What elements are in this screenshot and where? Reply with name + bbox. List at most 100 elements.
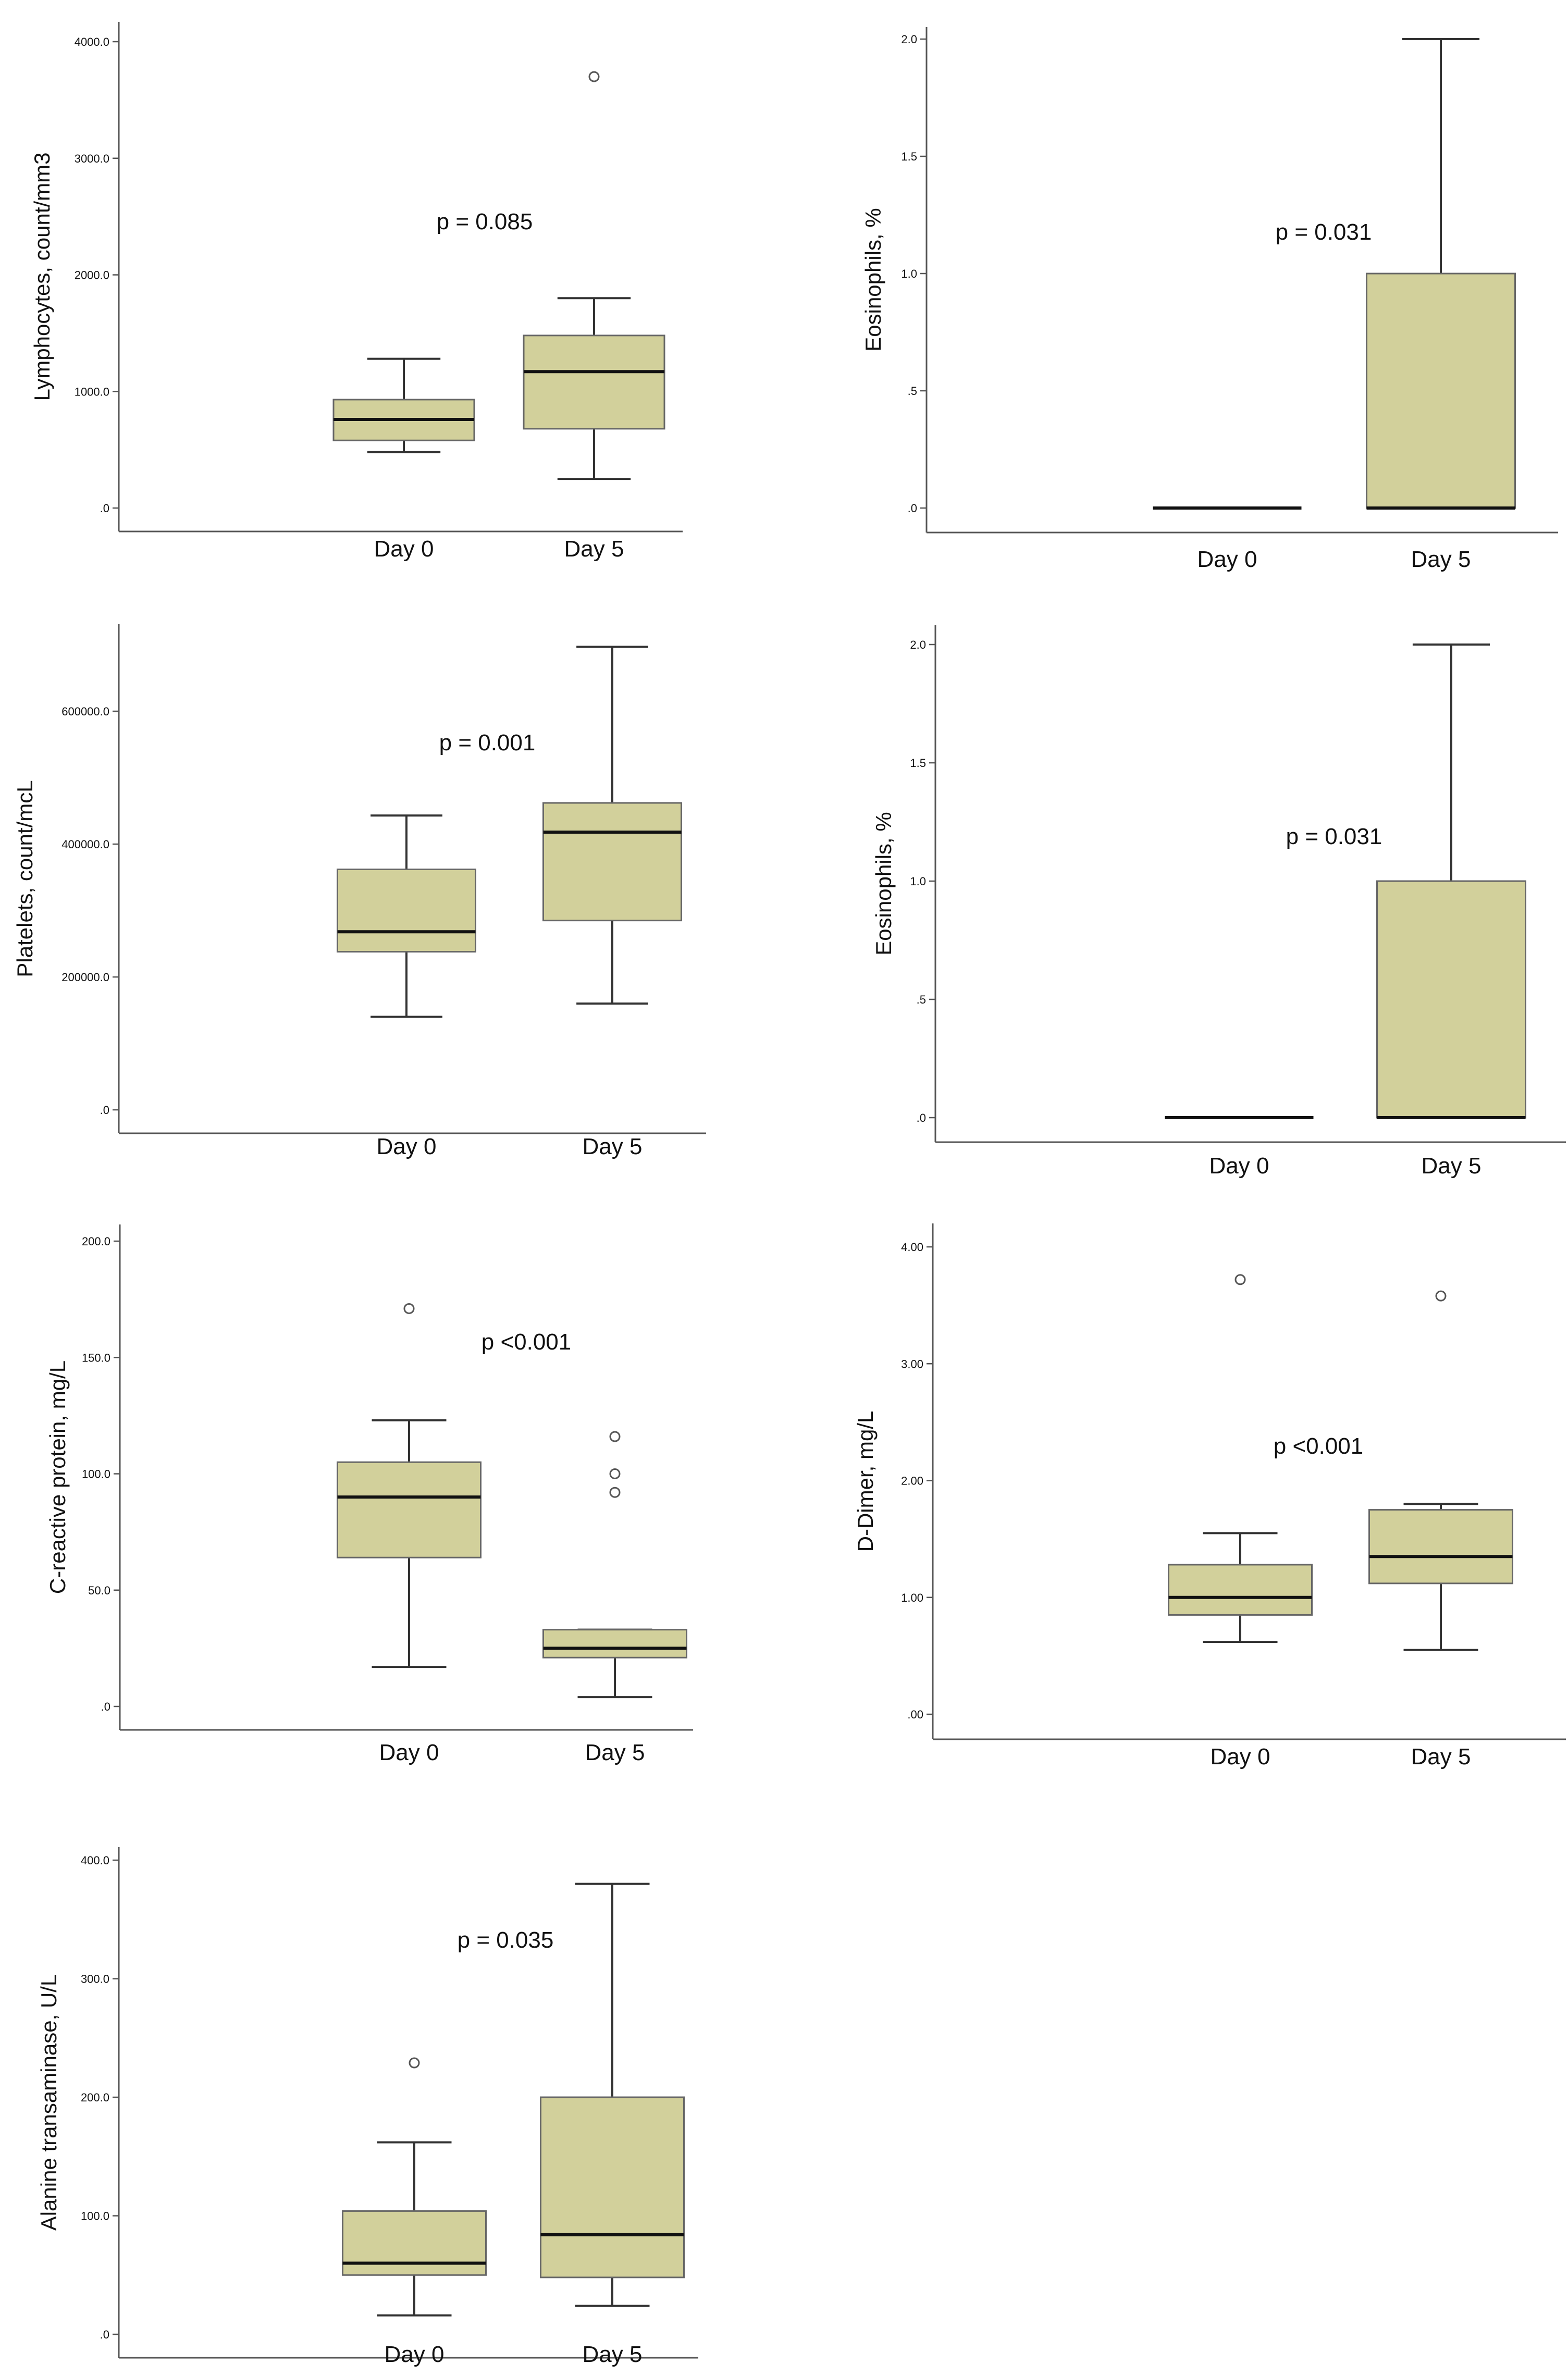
iqr-box	[1368, 1509, 1513, 1585]
y-tick-label: 600000.0	[61, 705, 109, 718]
y-tick-label: 2.0	[901, 33, 917, 46]
x-category-label: Day 0	[374, 536, 434, 562]
iqr-box	[523, 335, 665, 430]
y-tick-label: 4000.0	[75, 35, 109, 48]
y-axis-label: Eosinophils, %	[861, 208, 885, 351]
y-tick-label: 4.00	[901, 1241, 923, 1254]
y-tick-label: 3.00	[901, 1357, 923, 1370]
y-tick-label: 200.0	[82, 1235, 110, 1248]
chart-panel-4: .0 .5 1.0 1.5 2.0 Eosinophils, % p = 0.031 Day …	[871, 625, 1566, 1179]
y-tick-label: 200000.0	[61, 971, 109, 984]
p-value-label: p = 0.085	[437, 209, 533, 234]
p-value-label: p = 0.031	[1286, 824, 1382, 849]
iqr-box	[542, 1629, 687, 1659]
y-tick-label: 1.5	[901, 150, 917, 163]
y-axis-label: Eosinophils, %	[871, 812, 896, 955]
x-category-label: Day 5	[1411, 1744, 1471, 1769]
y-tick-label: 400000.0	[61, 838, 109, 851]
chart-panel-7: .0 100.0 200.0 300.0 400.0 Alanine transamina…	[36, 1847, 698, 2367]
y-tick-label: .0	[917, 1111, 926, 1124]
x-category-label: Day 5	[585, 1740, 645, 1765]
iqr-box	[337, 1461, 481, 1558]
iqr-box	[337, 868, 476, 953]
iqr-box	[540, 2096, 685, 2279]
chart-panel-1: .0 1000.0 2000.0 3000.0 4000.0 Lymphocytes, c…	[30, 22, 683, 562]
y-tick-label: 2.0	[910, 638, 926, 651]
outlier-point	[1435, 1290, 1447, 1302]
y-tick-label: 150.0	[82, 1351, 110, 1364]
outlier-point	[1234, 1274, 1246, 1285]
box-day-5	[542, 1431, 687, 1699]
chart-panel-3: .0 200000.0 400000.0 600000.0 Platelets, cou…	[13, 624, 706, 1159]
box-day-0	[342, 2057, 487, 2317]
outlier-point	[609, 1431, 621, 1442]
y-tick-label: .00	[907, 1708, 923, 1721]
y-axis-label: C-reactive protein, mg/L	[45, 1360, 70, 1594]
x-category-label: Day 0	[385, 2342, 445, 2367]
p-value-label: p = 0.001	[439, 730, 536, 756]
y-tick-label: 2.00	[901, 1475, 923, 1488]
box-day-5	[540, 1883, 685, 2307]
y-tick-label: 2000.0	[75, 269, 109, 282]
y-tick-label: 100.0	[82, 1468, 110, 1481]
x-category-label: Day 5	[1422, 1153, 1481, 1179]
outlier-point	[403, 1303, 415, 1314]
chart-panel-6: .00 1.00 2.00 3.00 4.00 D-Dimer, mg/L p <0.001…	[853, 1223, 1566, 1769]
iqr-box	[1168, 1564, 1313, 1616]
y-tick-label: 1.5	[910, 757, 926, 770]
iqr-box	[342, 2210, 487, 2276]
box-day-0	[1168, 1274, 1313, 1643]
box-day-5	[1368, 1290, 1513, 1651]
iqr-box	[1376, 880, 1526, 1119]
outlier-point	[609, 1468, 621, 1479]
chart-panel-5: .0 50.0 100.0 150.0 200.0 C-reactive protein,…	[45, 1224, 693, 1765]
y-tick-label: .0	[101, 1700, 110, 1713]
y-tick-label: .5	[908, 385, 917, 398]
chart-panel-2: .0 .5 1.0 1.5 2.0 Eosinophils, % p = 0.031 Day …	[861, 27, 1558, 572]
y-tick-label: 3000.0	[75, 152, 109, 165]
x-category-label: Day 5	[564, 536, 624, 562]
x-category-label: Day 5	[583, 2342, 643, 2367]
box-day-5	[1366, 38, 1516, 510]
y-tick-label: 100.0	[81, 2210, 109, 2223]
box-day-0	[332, 357, 475, 453]
x-category-label: Day 0	[1209, 1153, 1269, 1179]
x-category-label: Day 0	[1211, 1744, 1270, 1769]
box-day-5	[1376, 644, 1526, 1119]
box-day-0	[337, 814, 476, 1018]
y-tick-label: .0	[100, 502, 109, 515]
outlier-point	[409, 2057, 420, 2069]
outlier-point	[609, 1487, 621, 1498]
p-value-label: p = 0.031	[1276, 219, 1372, 245]
box-day-0	[337, 1303, 481, 1668]
box-day-5	[523, 71, 665, 480]
y-axis-label: Platelets, count/mcL	[13, 780, 37, 977]
y-tick-label: 1.0	[901, 267, 917, 280]
box-day-5	[542, 646, 682, 1005]
y-tick-label: 300.0	[81, 1973, 109, 1986]
iqr-box	[1366, 273, 1516, 509]
iqr-box	[542, 802, 682, 922]
outlier-point	[588, 71, 600, 82]
x-category-label: Day 0	[377, 1134, 437, 1159]
y-axis-label: D-Dimer, mg/L	[853, 1411, 878, 1552]
p-value-label: p <0.001	[1274, 1433, 1364, 1459]
x-category-label: Day 5	[583, 1134, 643, 1159]
y-axis-label: Alanine transaminase, U/L	[36, 1974, 61, 2231]
y-tick-label: 50.0	[88, 1584, 110, 1597]
x-category-label: Day 0	[1197, 547, 1257, 572]
y-axis-label: Lymphocytes, count/mm3	[30, 153, 54, 401]
y-tick-label: 1000.0	[75, 385, 109, 398]
x-category-label: Day 0	[379, 1740, 439, 1765]
y-tick-label: .0	[100, 1104, 109, 1117]
y-tick-label: 200.0	[81, 2091, 109, 2104]
x-category-label: Day 5	[1411, 547, 1471, 572]
y-tick-label: .5	[917, 993, 926, 1006]
y-tick-label: 1.0	[910, 875, 926, 888]
y-tick-label: 400.0	[81, 1854, 109, 1867]
p-value-label: p = 0.035	[458, 1927, 554, 1953]
y-tick-label: 1.00	[901, 1591, 923, 1604]
y-tick-label: .0	[100, 2328, 109, 2341]
y-tick-label: .0	[908, 502, 917, 515]
